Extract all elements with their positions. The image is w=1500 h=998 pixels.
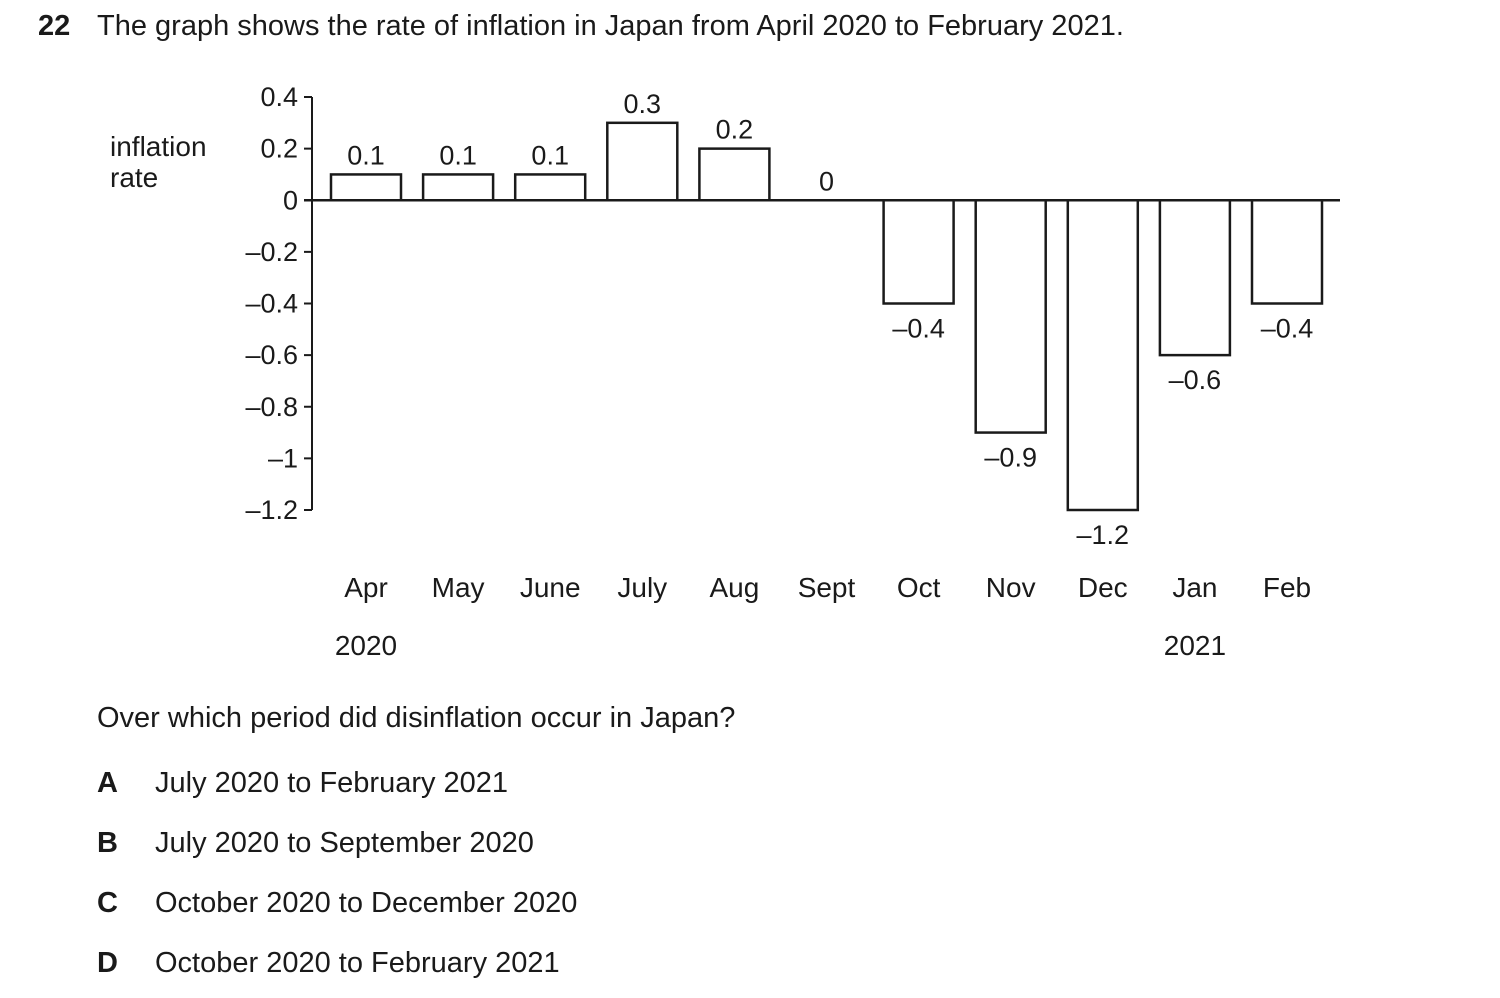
data-label: –1.2	[1077, 520, 1130, 550]
x-tick-label: June	[520, 572, 581, 603]
inflation-bar-chart: 0.4 0.2 0 –0.2 –0.4 –0.6 –0.8 –1 –1.2 inflation ra…	[110, 82, 1340, 661]
option-letter: C	[97, 887, 118, 919]
option-letter: D	[97, 947, 118, 979]
data-label: 0.1	[347, 140, 385, 170]
bar	[606, 121, 679, 202]
option-letter: A	[97, 767, 118, 799]
bar	[513, 173, 587, 202]
data-label: 0.1	[439, 140, 477, 170]
y-axis-label: inflation rate	[110, 131, 207, 193]
x-tick-label: Aug	[709, 572, 759, 603]
y-tick-label: –1.2	[245, 495, 298, 525]
data-label: –0.4	[892, 314, 945, 344]
option-d[interactable]: D October 2020 to February 2021	[97, 947, 560, 980]
x-tick-label: May	[432, 572, 485, 603]
y-tick-label: –0.2	[245, 237, 298, 267]
option-a[interactable]: A July 2020 to February 2021	[97, 767, 508, 800]
data-label: 0	[819, 166, 834, 196]
bar	[1250, 199, 1324, 305]
x-tick-label: Nov	[986, 572, 1036, 603]
y-tick-label: 0.4	[260, 82, 298, 112]
x-tick-label: Feb	[1263, 572, 1311, 603]
option-text: October 2020 to December 2020	[155, 887, 578, 919]
option-text: July 2020 to September 2020	[155, 827, 534, 859]
y-tick-label: 0	[283, 185, 298, 215]
option-c[interactable]: C October 2020 to December 2020	[97, 887, 577, 920]
x-tick-label: Jan	[1172, 572, 1217, 603]
option-text: July 2020 to February 2021	[155, 767, 509, 799]
y-tick-label: –0.6	[245, 340, 298, 370]
bar	[329, 173, 403, 202]
option-letter: B	[97, 827, 118, 859]
data-label: –0.6	[1169, 365, 1222, 395]
data-label: –0.9	[984, 443, 1037, 473]
bar	[974, 199, 1047, 434]
bar	[698, 147, 771, 202]
x-tick-label: Oct	[897, 572, 941, 603]
data-label: –0.4	[1261, 314, 1314, 344]
question-text: The graph shows the rate of inflation in…	[97, 10, 1124, 42]
question-prompt: Over which period did disinflation occur…	[97, 702, 736, 734]
x-tick-label: Dec	[1078, 572, 1128, 603]
bar	[882, 199, 955, 305]
x-tick-label: Apr	[344, 572, 388, 603]
x-tick-label: Sept	[798, 572, 856, 603]
y-tick-label: –0.8	[245, 392, 298, 422]
data-label: 0.2	[716, 115, 754, 145]
bar	[421, 173, 495, 202]
data-label: 0.3	[624, 89, 662, 119]
bar	[1158, 199, 1232, 357]
year-label: 2020	[335, 630, 397, 661]
y-tick-label: 0.2	[260, 134, 298, 164]
x-tick-label: July	[617, 572, 667, 603]
y-tick-label: –0.4	[245, 289, 298, 319]
data-label: 0.1	[531, 140, 569, 170]
bar	[1066, 199, 1140, 512]
y-tick-label: –1	[268, 443, 298, 473]
option-text: October 2020 to February 2021	[155, 947, 560, 979]
year-label: 2021	[1164, 630, 1226, 661]
question-number: 22	[38, 10, 71, 42]
option-b[interactable]: B July 2020 to September 2020	[97, 827, 534, 860]
